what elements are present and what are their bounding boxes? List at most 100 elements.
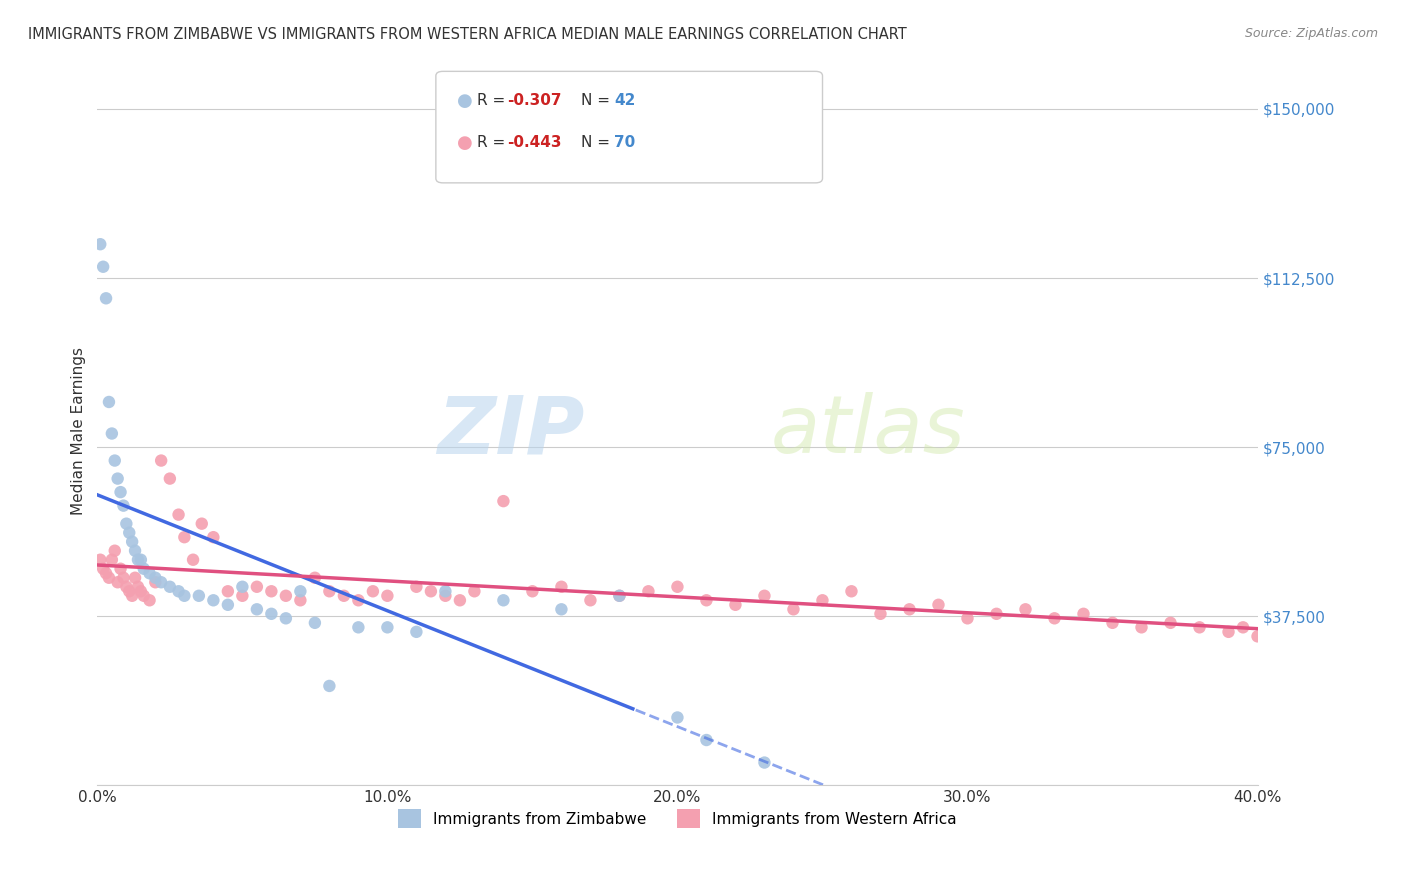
Point	[290, 584, 312, 599]
Point	[318, 584, 340, 599]
Point	[333, 589, 356, 603]
Point	[318, 679, 340, 693]
Point	[841, 584, 863, 599]
Point	[304, 571, 326, 585]
Point	[695, 593, 717, 607]
Point	[217, 598, 239, 612]
Point	[492, 494, 515, 508]
Point	[138, 593, 160, 607]
Point	[522, 584, 544, 599]
Point	[115, 516, 138, 531]
Text: 42: 42	[614, 94, 636, 108]
Point	[1130, 620, 1153, 634]
Point	[173, 530, 195, 544]
Point	[1188, 620, 1211, 634]
Point	[150, 575, 173, 590]
Point	[107, 472, 129, 486]
Point	[104, 453, 127, 467]
Point	[101, 552, 124, 566]
Text: -0.443: -0.443	[508, 136, 562, 150]
Point	[97, 571, 120, 585]
Point	[1232, 620, 1254, 634]
Point	[110, 562, 132, 576]
Point	[132, 589, 155, 603]
Point	[127, 552, 149, 566]
Point	[609, 589, 631, 603]
Point	[129, 584, 152, 599]
Point	[129, 552, 152, 566]
Point	[94, 566, 117, 581]
Point	[986, 607, 1008, 621]
Point	[94, 291, 117, 305]
Text: 70: 70	[614, 136, 636, 150]
Point	[927, 598, 949, 612]
Y-axis label: Median Male Earnings: Median Male Earnings	[72, 347, 86, 516]
Text: R =: R =	[477, 94, 510, 108]
Point	[1014, 602, 1036, 616]
Text: -0.307: -0.307	[508, 94, 562, 108]
Text: N =: N =	[581, 136, 614, 150]
Point	[107, 575, 129, 590]
Point	[124, 543, 146, 558]
Point	[121, 534, 143, 549]
Point	[101, 426, 124, 441]
Point	[609, 589, 631, 603]
Point	[463, 584, 485, 599]
Point	[159, 472, 181, 486]
Point	[217, 584, 239, 599]
Point	[1043, 611, 1066, 625]
Point	[405, 580, 427, 594]
Point	[143, 575, 166, 590]
Point	[782, 602, 804, 616]
Point	[492, 593, 515, 607]
Text: atlas: atlas	[770, 392, 965, 470]
Point	[159, 580, 181, 594]
Point	[290, 593, 312, 607]
Point	[754, 756, 776, 770]
Point	[124, 571, 146, 585]
Point	[191, 516, 214, 531]
Point	[1218, 624, 1240, 639]
Point	[754, 589, 776, 603]
Point	[449, 593, 471, 607]
Point	[167, 584, 190, 599]
Point	[695, 733, 717, 747]
Point	[143, 571, 166, 585]
Point	[112, 571, 135, 585]
Point	[869, 607, 891, 621]
Point	[1073, 607, 1095, 621]
Point	[110, 485, 132, 500]
Point	[104, 543, 127, 558]
Point	[347, 593, 370, 607]
Point	[112, 499, 135, 513]
Point	[246, 602, 269, 616]
Point	[118, 584, 141, 599]
Point	[173, 589, 195, 603]
Point	[550, 580, 572, 594]
Point	[666, 710, 689, 724]
Point	[89, 237, 111, 252]
Point	[202, 530, 225, 544]
Point	[898, 602, 921, 616]
Point	[150, 453, 173, 467]
Point	[132, 562, 155, 576]
Point	[138, 566, 160, 581]
Point	[91, 260, 114, 274]
Point	[361, 584, 384, 599]
Point	[274, 611, 297, 625]
Point	[1246, 629, 1268, 643]
Point	[181, 552, 204, 566]
Point	[127, 580, 149, 594]
Point	[167, 508, 190, 522]
Point	[666, 580, 689, 594]
Point	[579, 593, 602, 607]
Point	[274, 589, 297, 603]
Point	[115, 580, 138, 594]
Text: ●: ●	[457, 92, 472, 110]
Text: Source: ZipAtlas.com: Source: ZipAtlas.com	[1244, 27, 1378, 40]
Point	[347, 620, 370, 634]
Point	[231, 580, 253, 594]
Point	[118, 525, 141, 540]
Point	[1101, 615, 1123, 630]
Point	[811, 593, 834, 607]
